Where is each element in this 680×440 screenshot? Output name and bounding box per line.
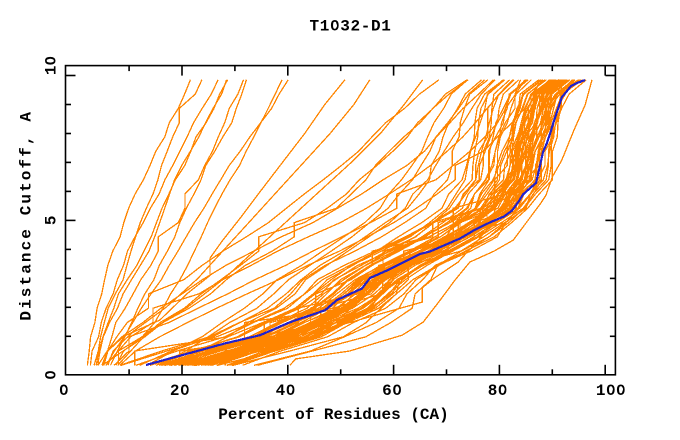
- svg-text:Distance Cutoff, A: Distance Cutoff, A: [18, 110, 36, 321]
- svg-text:Percent of Residues (CA): Percent of Residues (CA): [218, 406, 448, 424]
- svg-text:5: 5: [43, 215, 61, 225]
- svg-text:20: 20: [170, 382, 190, 400]
- svg-text:40: 40: [276, 382, 296, 400]
- svg-text:10: 10: [43, 56, 61, 75]
- svg-text:T1032-D1: T1032-D1: [309, 18, 391, 36]
- svg-text:80: 80: [488, 382, 508, 400]
- svg-text:60: 60: [382, 382, 402, 400]
